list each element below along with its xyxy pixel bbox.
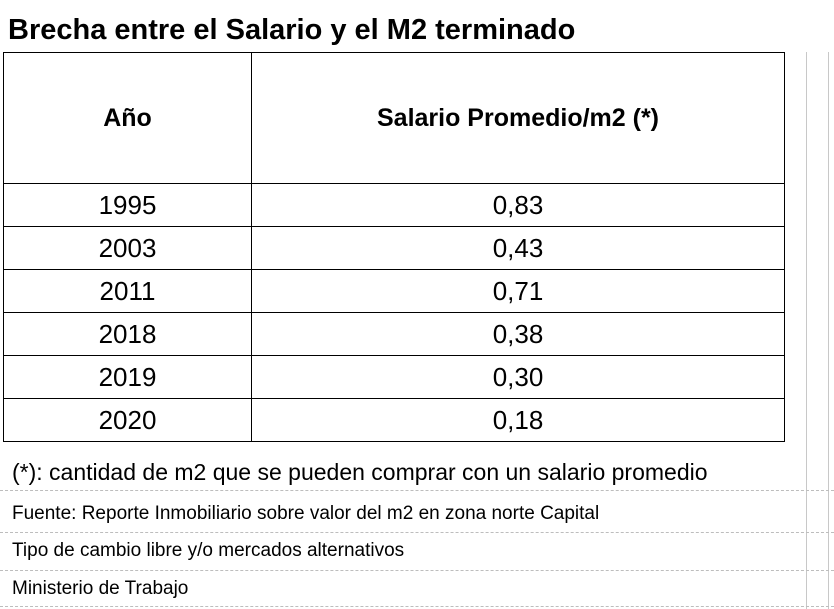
table-row: 2011 0,71 [3,269,785,313]
footnote: (*): cantidad de m2 que se pueden compra… [12,459,708,485]
sheet-gridline [0,490,834,491]
ratio-cell: 0,38 [251,312,785,356]
table-header-row: Año Salario Promedio/m2 (*) [3,52,785,184]
year-cell: 2019 [3,355,252,399]
year-cell: 2020 [3,398,252,442]
table-row: 1995 0,83 [3,183,785,227]
column-header-year: Año [3,52,252,184]
year-cell: 2011 [3,269,252,313]
table-row: 2018 0,38 [3,312,785,356]
source-line: Tipo de cambio libre y/o mercados altern… [12,540,405,561]
year-cell: 1995 [3,183,252,227]
column-header-ratio: Salario Promedio/m2 (*) [251,52,785,184]
data-table: Año Salario Promedio/m2 (*) 1995 0,83 20… [3,52,785,442]
sheet-gridline [828,52,829,609]
table-row: 2020 0,18 [3,398,785,442]
ratio-cell: 0,83 [251,183,785,227]
ratio-cell: 0,30 [251,355,785,399]
year-cell: 2018 [3,312,252,356]
source-line: Ministerio de Trabajo [12,578,189,599]
ratio-cell: 0,18 [251,398,785,442]
table-title: Brecha entre el Salario y el M2 terminad… [8,14,576,46]
table-row: 2019 0,30 [3,355,785,399]
table-row: 2003 0,43 [3,226,785,270]
source-line: Fuente: Reporte Inmobiliario sobre valor… [12,503,600,524]
sheet-gridline [0,606,834,607]
sheet-gridline [0,532,834,533]
year-cell: 2003 [3,226,252,270]
ratio-cell: 0,43 [251,226,785,270]
sheet-gridline [806,52,807,609]
ratio-cell: 0,71 [251,269,785,313]
sheet-gridline [0,570,834,571]
